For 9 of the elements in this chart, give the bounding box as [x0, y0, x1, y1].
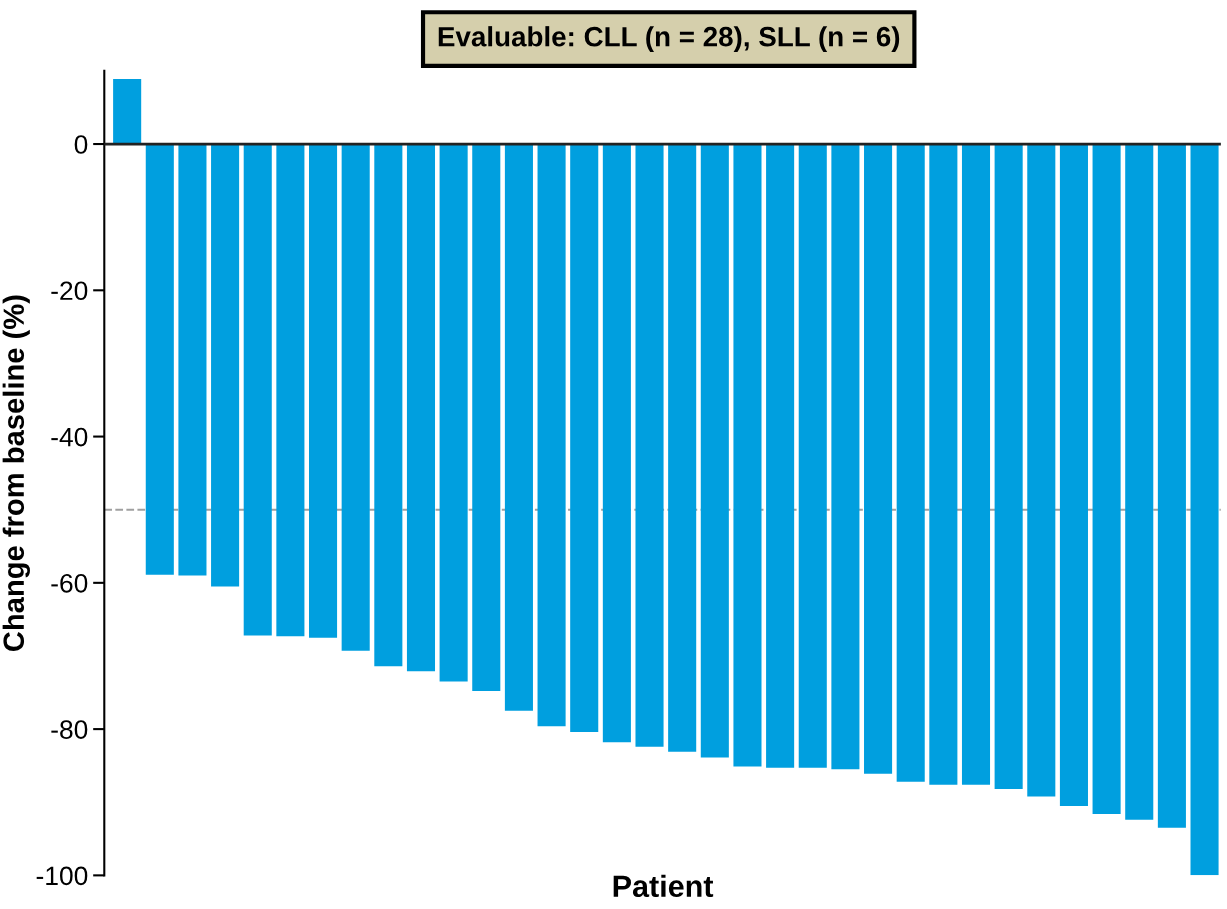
y-tick-label: 0	[74, 135, 88, 154]
x-axis-title: Patient	[613, 874, 714, 898]
y-tick-label: -40	[51, 427, 88, 447]
y-axis-title: Change from baseline (%)	[2, 295, 30, 652]
y-tick-label: -80	[51, 720, 88, 739]
y-tick-label: -100	[36, 866, 88, 886]
chart-title: Evaluable: CLL (n = 28), SLL (n = 6)	[438, 26, 900, 53]
y-tick-label: -60	[51, 573, 88, 593]
y-tick-label: -20	[51, 281, 88, 301]
